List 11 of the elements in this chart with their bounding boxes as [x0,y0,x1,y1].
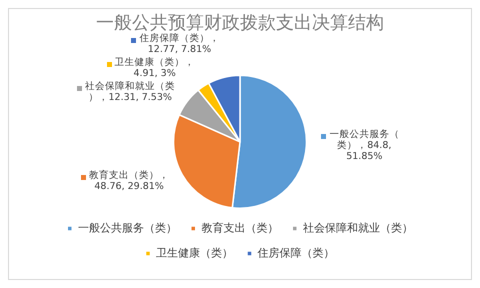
data-label: 卫生健康（类），4.91, 3% [114,56,195,80]
data-label: 一般公共服务（类），84.8, 51.85% [329,128,400,162]
legend-label: 教育支出（类） [201,221,278,234]
data-label: 住房保障（类），12.77, 7.81% [139,32,220,56]
legend-label: 住房保障（类） [258,246,334,260]
legend-label: 一般公共服务（类） [78,221,177,234]
legend-label: 卫生健康（类） [156,246,233,260]
legend-label: 社会保障和就业（类） [302,221,413,234]
data-label: 社会保障和就业（类），12.31, 7.53% [85,80,176,104]
chart-title: 一般公共预算财政拨款支出决算结构 [96,12,384,34]
data-label: 教育支出（类），48.76, 29.81% [89,168,170,192]
